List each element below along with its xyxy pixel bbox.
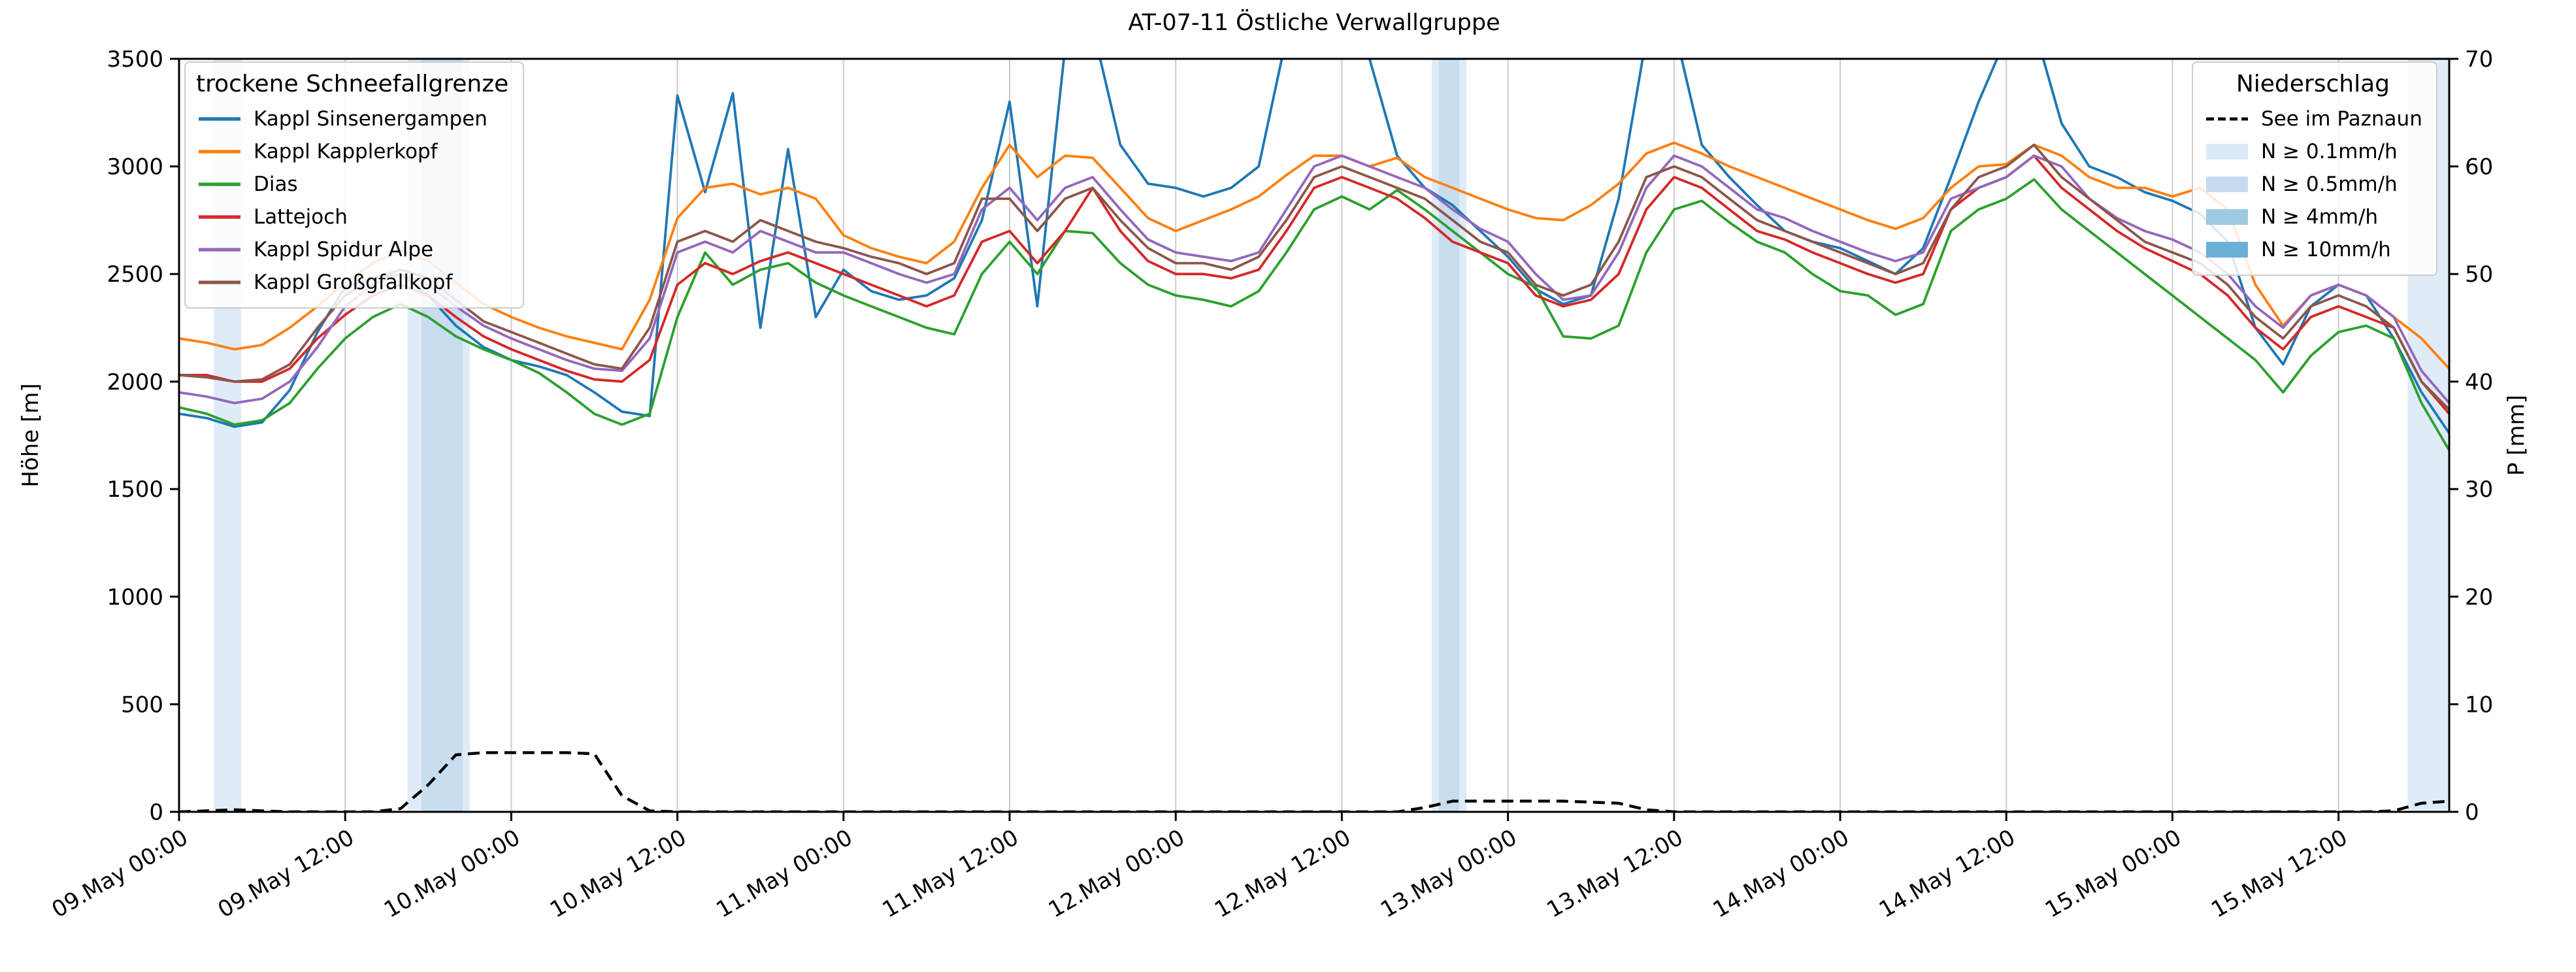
patch-swatch-icon bbox=[2206, 143, 2248, 159]
dashed-line-swatch-icon bbox=[2206, 116, 2248, 120]
x-tick-label: 11.May 12:00 bbox=[878, 824, 1023, 923]
y-left-tick-label: 0 bbox=[149, 799, 163, 826]
y-right-tick-label: 60 bbox=[2465, 154, 2493, 180]
x-tick-label: 13.May 00:00 bbox=[1376, 824, 1521, 923]
series-line-5 bbox=[179, 154, 2449, 405]
y-right-tick-label: 30 bbox=[2465, 477, 2493, 503]
line-swatch-icon bbox=[199, 116, 240, 120]
legend-entry-label: Kappl Sinsenergampen bbox=[254, 107, 487, 130]
x-tick-label: 12.May 00:00 bbox=[1044, 824, 1189, 923]
series-line-1 bbox=[179, 59, 2449, 434]
legend-snowline: trockene Schneefallgrenze Kappl Sinsener… bbox=[184, 61, 525, 309]
line-swatch-icon bbox=[199, 149, 240, 153]
patch-swatch-icon bbox=[2206, 176, 2248, 192]
plot-border bbox=[178, 58, 2451, 813]
line-swatch-icon bbox=[199, 247, 240, 251]
plot-lines bbox=[179, 59, 2449, 812]
y-right-tick-label: 50 bbox=[2465, 261, 2493, 288]
legend-entry: N ≥ 4mm/h bbox=[2204, 200, 2422, 233]
x-tick-label: 09.May 12:00 bbox=[214, 824, 359, 923]
y-left-tick-label: 3000 bbox=[107, 154, 163, 180]
y-left-tick-label: 2500 bbox=[107, 261, 163, 288]
x-tick-label: 14.May 12:00 bbox=[1875, 824, 2020, 923]
x-tick-label: 15.May 12:00 bbox=[2207, 824, 2352, 923]
legend-entry-label: N ≥ 10mm/h bbox=[2261, 237, 2391, 261]
legend-entry-label: Kappl Spidur Alpe bbox=[254, 237, 434, 261]
y-left-tick-label: 3500 bbox=[107, 46, 163, 73]
y-left-tick-label: 1500 bbox=[107, 477, 163, 503]
y-right-axis-label: P [mm] bbox=[2504, 394, 2530, 477]
line-swatch-icon bbox=[199, 280, 240, 284]
legend-entry-label: Lattejoch bbox=[254, 205, 348, 228]
x-tick-label: 10.May 12:00 bbox=[546, 824, 691, 923]
patch-swatch-icon bbox=[2206, 209, 2248, 224]
legend-entry-label: Dias bbox=[254, 172, 298, 195]
legend-entry: Kappl Großgfallkopf bbox=[196, 265, 508, 298]
x-tick-label: 13.May 12:00 bbox=[1542, 824, 1687, 923]
legend-precip-entries: See im Paznaun N ≥ 0.1mm/h N ≥ 0.5mm/h N ≥ … bbox=[2204, 102, 2422, 265]
series-line-4 bbox=[179, 154, 2449, 415]
legend-entry: Lattejoch bbox=[196, 200, 508, 233]
x-tick-label: 10.May 00:00 bbox=[380, 824, 525, 923]
series-line-2 bbox=[179, 141, 2449, 370]
y-left-tick-label: 500 bbox=[121, 692, 163, 718]
series-line-6 bbox=[179, 143, 2449, 411]
legend-snowline-entries: Kappl Sinsenergampen Kappl Kapplerkopf Dia… bbox=[196, 102, 508, 298]
legend-entry: Dias bbox=[196, 167, 508, 200]
chart-title: AT-07-11 Östliche Verwallgruppe bbox=[1128, 10, 1500, 37]
legend-entry: Kappl Kapplerkopf bbox=[196, 135, 508, 167]
x-tick-label: 09.May 00:00 bbox=[48, 824, 193, 923]
line-swatch-icon bbox=[199, 182, 240, 186]
y-right-tick-label: 70 bbox=[2465, 46, 2493, 73]
legend-entry-label: See im Paznaun bbox=[2261, 107, 2422, 130]
patch-swatch-icon bbox=[2206, 241, 2248, 257]
x-tick-label: 15.May 00:00 bbox=[2041, 824, 2186, 923]
x-tick-label: 11.May 00:00 bbox=[712, 824, 857, 923]
legend-entry-label: N ≥ 0.1mm/h bbox=[2261, 139, 2398, 163]
legend-entry: N ≥ 10mm/h bbox=[2204, 233, 2422, 265]
y-right-tick-label: 0 bbox=[2465, 799, 2479, 826]
legend-snowline-title: trockene Schneefallgrenze bbox=[196, 71, 509, 98]
line-swatch-icon bbox=[199, 214, 240, 218]
legend-entry: N ≥ 0.1mm/h bbox=[2204, 135, 2422, 167]
legend-entry-label: Kappl Großgfallkopf bbox=[254, 270, 453, 293]
y-left-tick-label: 1000 bbox=[107, 584, 163, 611]
y-right-tick-label: 40 bbox=[2465, 369, 2493, 395]
legend-entry: Kappl Sinsenergampen bbox=[196, 102, 508, 135]
y-left-tick-label: 2000 bbox=[107, 369, 163, 395]
y-right-tick-label: 10 bbox=[2465, 692, 2493, 718]
y-right-tick-label: 20 bbox=[2465, 584, 2493, 611]
legend-precip-title: Niederschlag bbox=[2236, 71, 2390, 98]
legend-precip: Niederschlag See im Paznaun N ≥ 0.1mm/h N … bbox=[2192, 61, 2438, 276]
legend-entry-label: Kappl Kapplerkopf bbox=[254, 139, 438, 163]
legend-entry: N ≥ 0.5mm/h bbox=[2204, 167, 2422, 200]
legend-entry-label: N ≥ 4mm/h bbox=[2261, 205, 2379, 228]
legend-entry: See im Paznaun bbox=[2204, 102, 2422, 135]
series-line-3 bbox=[179, 178, 2449, 451]
precip-band bbox=[1438, 59, 1460, 812]
x-tick-label: 14.May 00:00 bbox=[1709, 824, 1854, 923]
y-left-axis-label: Höhe [m] bbox=[18, 383, 44, 488]
precip-line bbox=[179, 751, 2449, 812]
legend-entry: Kappl Spidur Alpe bbox=[196, 233, 508, 265]
x-tick-label: 12.May 12:00 bbox=[1210, 824, 1355, 923]
legend-entry-label: N ≥ 0.5mm/h bbox=[2261, 172, 2398, 195]
